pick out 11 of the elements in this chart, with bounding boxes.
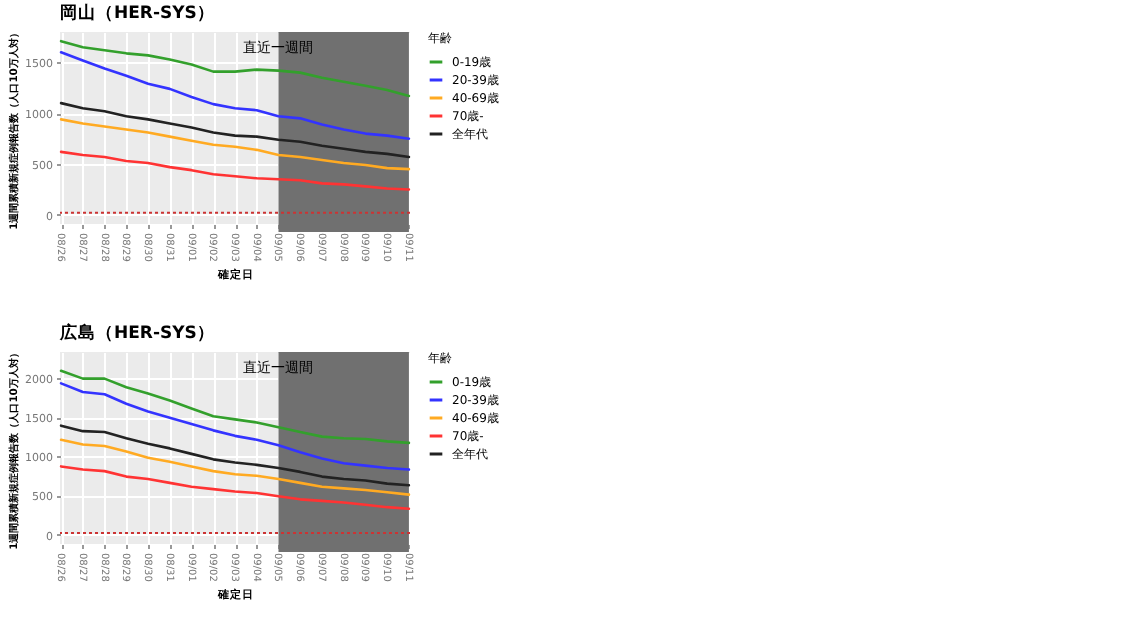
line-series — [59, 118, 411, 171]
line-series — [59, 101, 411, 159]
line-series — [59, 465, 411, 511]
line-series — [59, 39, 411, 98]
line-series — [59, 424, 411, 487]
chart-title: 岡山（HER-SYS） — [60, 2, 215, 25]
line-series — [59, 51, 411, 140]
line-series — [59, 382, 411, 471]
line-series — [59, 438, 411, 496]
chart-title: 広島（HER-SYS） — [58, 322, 215, 345]
line-series — [59, 150, 411, 191]
